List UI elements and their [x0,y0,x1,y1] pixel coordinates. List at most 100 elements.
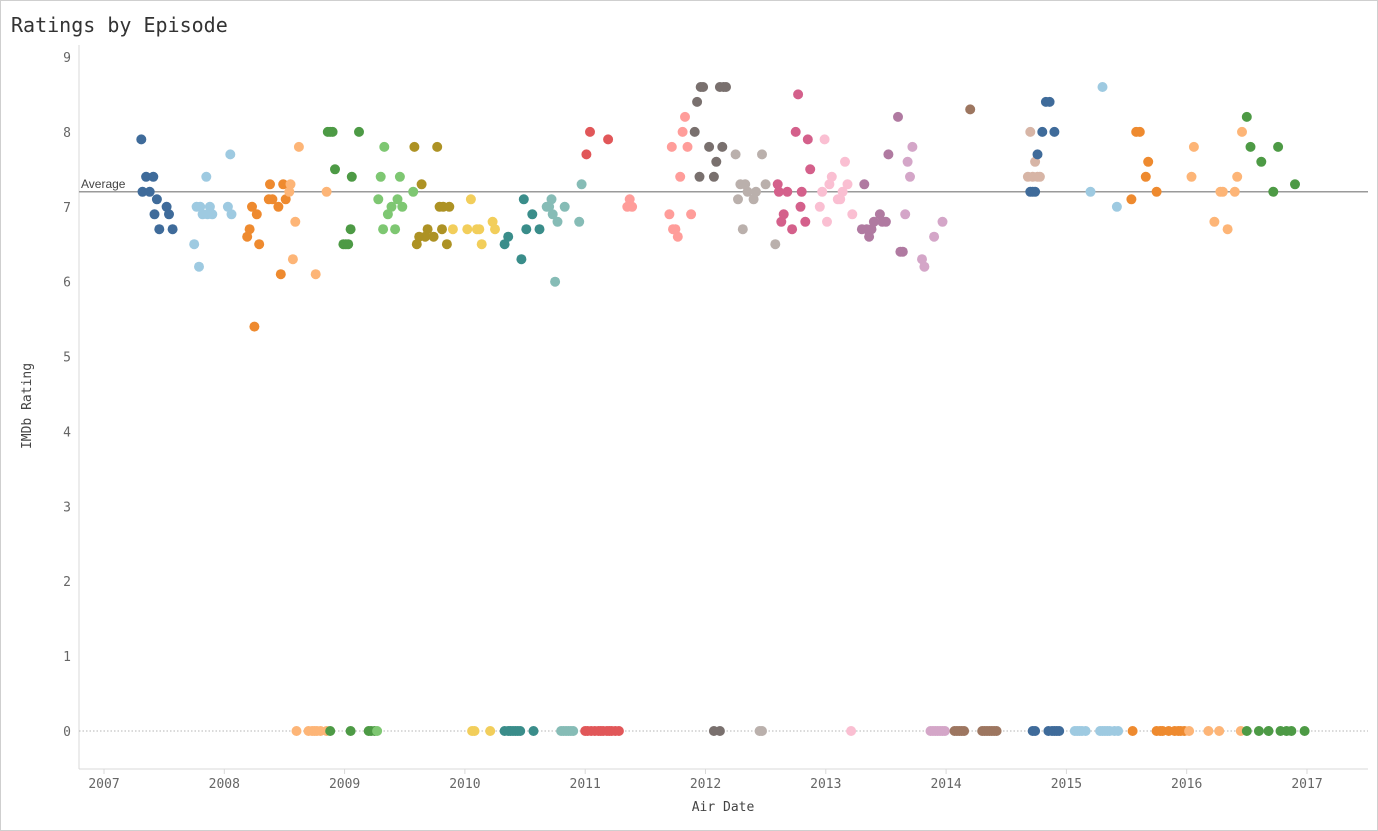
data-point [547,209,558,220]
data-point [751,186,761,197]
data-point [392,194,403,205]
data-point [824,179,835,190]
data-point [574,216,585,227]
data-point [782,186,793,197]
data-point [772,179,783,190]
data-point [937,216,948,227]
data-point [1097,82,1108,92]
data-point [917,254,927,265]
data-point [546,194,557,205]
data-point [613,726,624,736]
data-point [516,254,527,265]
data-point [698,82,709,92]
data-point [874,209,885,220]
data-point [503,231,514,242]
data-point [902,156,913,167]
y-tick-label: 0 [63,725,71,740]
data-point [1232,171,1243,182]
data-point [585,126,595,137]
data-point [499,239,510,250]
data-point [1044,96,1055,107]
data-point [207,209,218,220]
data-point [1113,726,1124,736]
data-point [864,231,875,242]
data-point [409,141,420,152]
data-point [552,216,563,227]
data-point [251,209,262,220]
data-point [148,171,159,182]
y-tick-label: 2 [63,575,71,590]
x-axis-label: Air Date [692,800,755,815]
data-point [675,171,686,182]
data-point [1237,126,1247,137]
data-point [1203,726,1214,736]
data-point [528,726,539,736]
axes: 0 1 2 3 4 5 6 7 8 9 2007 2008 2009 2010 2011 2012 2013 20… [63,45,1368,792]
data-point [375,171,386,182]
data-point [247,201,257,212]
data-point [740,179,751,190]
data-point [919,261,930,272]
data-point [680,111,690,122]
data-point [141,171,152,182]
x-tick-label: 2007 [88,777,119,792]
data-point [677,126,688,137]
data-point [559,201,570,212]
data-point [1143,156,1154,167]
data-point [742,186,753,197]
data-point [490,224,500,235]
data-point [883,149,894,160]
y-tick-label: 6 [63,276,71,291]
data-point [465,194,476,205]
data-point [793,89,804,100]
data-point [1222,224,1233,235]
data-point [254,239,265,250]
data-point [1273,141,1284,152]
data-point [773,186,784,197]
data-point [1217,186,1228,197]
data-point [346,171,357,182]
data-point [422,224,433,235]
data-point [330,164,340,175]
data-point [819,134,830,145]
data-point [670,224,681,235]
data-point [151,194,162,205]
data-points [136,82,1310,736]
data-point [149,209,160,220]
data-point [195,201,206,212]
data-point [154,224,165,235]
data-point [847,209,858,220]
x-tick-label: 2016 [1171,777,1202,792]
data-point [868,216,879,227]
data-point [1054,726,1065,736]
data-point [686,209,697,220]
data-point [136,134,147,145]
data-point [991,726,1002,736]
data-point [189,239,200,250]
x-tick-label: 2015 [1051,777,1082,792]
data-point [721,82,731,92]
data-point [544,201,555,212]
data-point [1286,726,1297,736]
data-point [717,141,728,152]
data-point [411,239,422,250]
data-point [939,726,950,736]
data-point [692,96,703,107]
data-point [787,224,798,235]
data-point [226,209,237,220]
data-point [201,171,212,182]
x-tick-label: 2009 [329,777,360,792]
data-point [1085,186,1096,197]
data-point [1134,126,1145,137]
data-point [905,171,915,182]
x-tick-label: 2014 [930,777,961,792]
data-point [689,126,700,137]
x-tick-label: 2010 [449,777,480,792]
data-point [959,726,970,736]
data-point [603,134,614,145]
data-point [893,111,903,122]
data-point [273,201,284,212]
reference-lines: Average [79,177,1368,732]
data-point [814,201,825,212]
